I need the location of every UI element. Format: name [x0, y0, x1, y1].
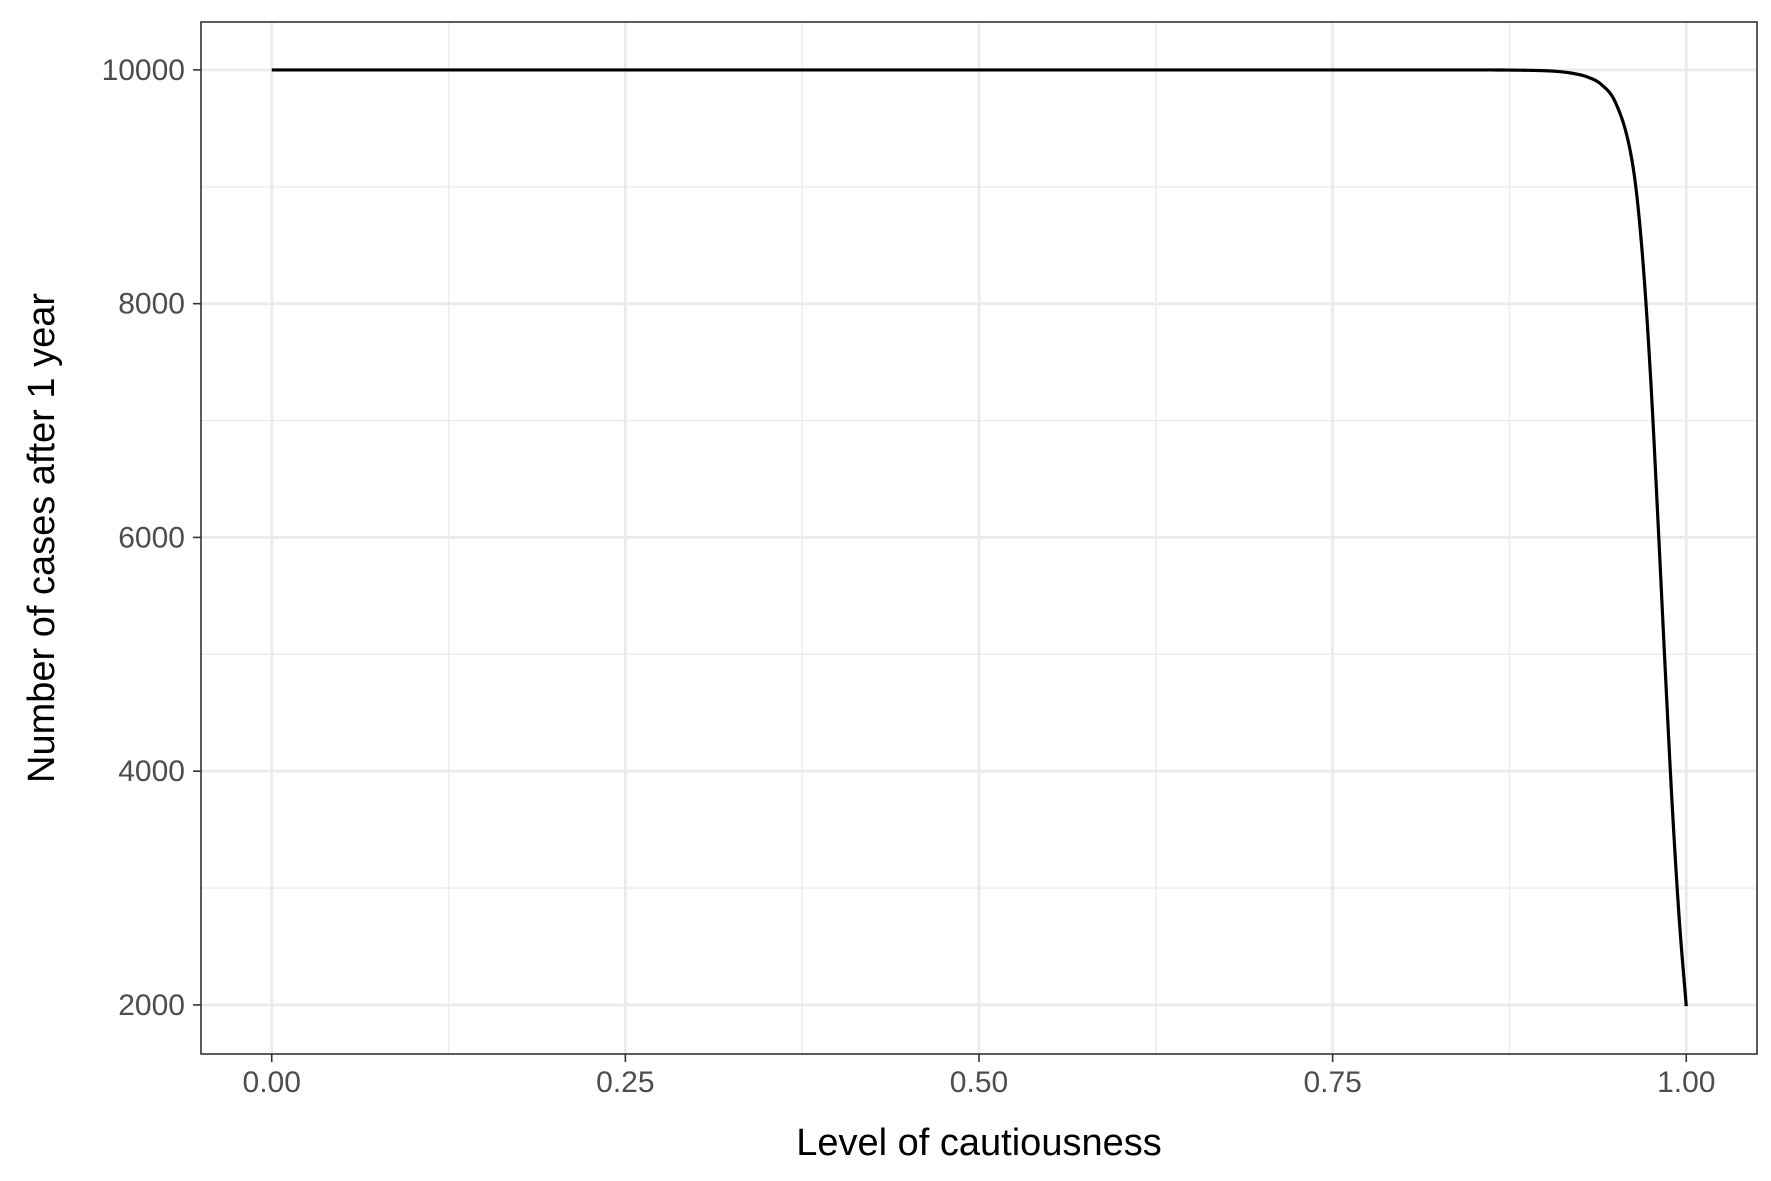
x-tick-label: 0.75 [1303, 1066, 1361, 1099]
y-tick-label: 4000 [118, 755, 185, 788]
x-axis-title: Level of cautiousness [796, 1122, 1161, 1164]
series-layer [271, 68, 1688, 1007]
y-tick-label: 10000 [102, 54, 185, 87]
x-tick-label: 0.00 [243, 1066, 301, 1099]
y-axis-title: Number of cases after 1 year [21, 293, 63, 783]
x-axis: 0.00 0.25 0.50 0.75 1.00 [243, 1054, 1715, 1099]
x-tick-label: 1.00 [1657, 1066, 1715, 1099]
x-tick-label: 0.25 [596, 1066, 654, 1099]
y-tick-label: 2000 [118, 989, 185, 1022]
x-tick-label: 0.50 [950, 1066, 1008, 1099]
y-tick-label: 6000 [118, 521, 185, 554]
y-tick-label: 8000 [118, 288, 185, 321]
series-line [271, 68, 1688, 1007]
y-axis: 2000 4000 6000 8000 10000 [102, 54, 201, 1022]
